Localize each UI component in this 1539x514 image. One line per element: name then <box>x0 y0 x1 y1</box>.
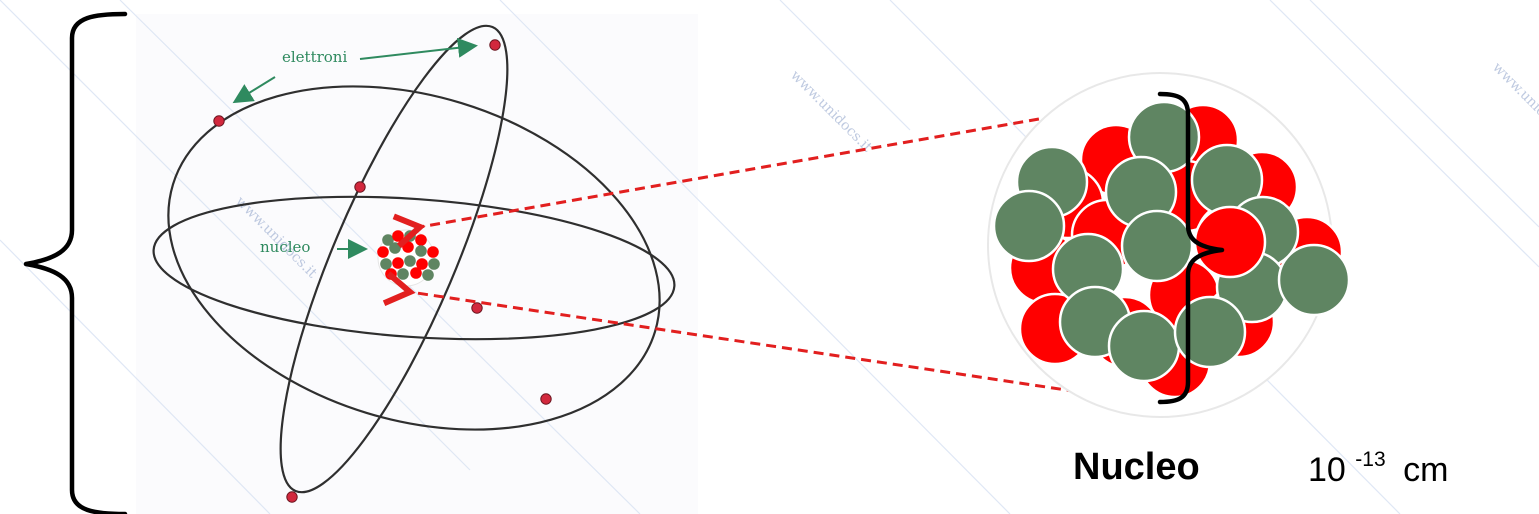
proton <box>416 258 428 270</box>
electron <box>540 393 552 405</box>
neutron <box>428 258 440 270</box>
proton <box>427 246 439 258</box>
neutron <box>404 255 416 267</box>
electron <box>489 39 501 51</box>
electrons <box>213 39 552 503</box>
zoom-line-bottom <box>382 271 1141 403</box>
neutron <box>389 242 401 254</box>
neutron <box>404 230 416 242</box>
electron <box>354 181 366 193</box>
neutron <box>992 189 1066 263</box>
arrow-icon <box>359 37 478 60</box>
proton <box>392 257 404 269</box>
watermark-text: www.unidocs.it <box>1489 60 1539 148</box>
orbit-tilted <box>167 85 661 431</box>
atom-orbits <box>152 24 676 494</box>
electron <box>286 491 298 503</box>
neutron <box>382 234 394 246</box>
neutron <box>380 258 392 270</box>
electron <box>213 115 225 127</box>
left-curly-brace-icon <box>23 11 128 514</box>
orbit-horizontal <box>152 195 676 341</box>
neutron <box>1277 243 1351 317</box>
nucleus-scale-label: 10 -13 cm <box>1308 436 1448 489</box>
proton <box>415 234 427 246</box>
proton <box>1193 205 1267 279</box>
neutron <box>1107 309 1181 383</box>
neutron <box>1173 295 1247 369</box>
neutron <box>1120 209 1194 283</box>
neutron <box>415 245 427 257</box>
watermark-text: www.unidocs.it <box>787 68 875 156</box>
proton <box>392 230 404 242</box>
nucleus-small-label: nucleo <box>260 238 310 256</box>
electron <box>471 302 483 314</box>
proton <box>385 268 397 280</box>
electrons-label: elettroni <box>282 48 347 66</box>
proton <box>377 246 389 258</box>
right-curly-brace-icon <box>1157 91 1225 405</box>
proton <box>410 267 422 279</box>
proton <box>402 241 414 253</box>
orbit-vertical <box>279 24 509 494</box>
nucleus-title: Nucleo <box>1073 446 1200 488</box>
large-nucleus <box>987 72 1351 418</box>
neutron <box>397 268 409 280</box>
arrow-icon <box>232 76 276 104</box>
neutron <box>422 269 434 281</box>
zoom-line-top <box>392 95 1166 249</box>
